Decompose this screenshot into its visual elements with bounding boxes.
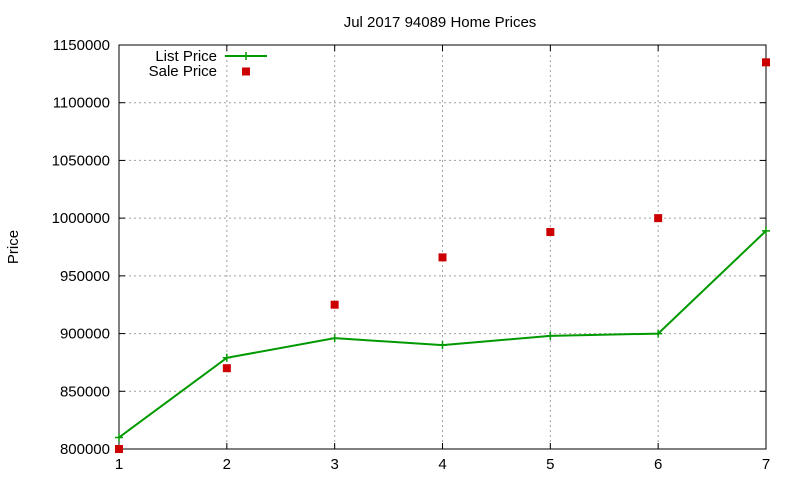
series-layer xyxy=(115,58,770,453)
legend-label-sale-price: Sale Price xyxy=(149,63,217,80)
grid xyxy=(119,45,766,449)
y-tick-label: 850000 xyxy=(60,383,110,400)
data-point-list-price xyxy=(115,433,123,442)
x-tick-label: 2 xyxy=(223,456,231,473)
x-tick-label: 7 xyxy=(762,456,770,473)
axis-ticks: 8000008500009000009500001000000105000011… xyxy=(52,37,771,473)
chart-title: Jul 2017 94089 Home Prices xyxy=(344,14,537,31)
x-tick-label: 4 xyxy=(438,456,446,473)
y-tick-label: 1150000 xyxy=(53,37,110,54)
x-tick-label: 6 xyxy=(654,456,662,473)
y-tick-label: 1050000 xyxy=(52,152,110,169)
data-point-sale-price xyxy=(438,253,447,262)
x-tick-label: 3 xyxy=(330,456,338,473)
data-point-sale-price xyxy=(115,445,123,453)
data-point-sale-price xyxy=(330,300,339,309)
legend-marker-sale-price xyxy=(242,67,250,76)
y-tick-label: 800000 xyxy=(60,441,110,458)
x-tick-label: 5 xyxy=(546,456,554,473)
y-tick-label: 950000 xyxy=(60,268,110,285)
data-point-list-price xyxy=(330,334,339,343)
x-tick-label: 1 xyxy=(115,456,123,473)
data-point-list-price xyxy=(546,331,555,340)
y-axis-label: Price xyxy=(5,230,22,264)
data-point-sale-price xyxy=(654,214,663,223)
legend: List Price Sale Price xyxy=(149,48,267,80)
y-tick-label: 1100000 xyxy=(53,95,110,112)
data-point-sale-price xyxy=(546,227,555,236)
legend-marker-list-price xyxy=(242,52,250,60)
data-point-sale-price xyxy=(222,364,231,373)
data-point-list-price xyxy=(222,353,231,362)
data-point-list-price xyxy=(438,341,447,350)
data-point-sale-price xyxy=(762,58,770,67)
y-tick-label: 1000000 xyxy=(52,210,110,227)
data-point-list-price xyxy=(762,226,770,235)
y-tick-label: 900000 xyxy=(60,326,110,343)
legend-label-list-price: List Price xyxy=(155,48,217,65)
data-point-list-price xyxy=(654,329,663,338)
